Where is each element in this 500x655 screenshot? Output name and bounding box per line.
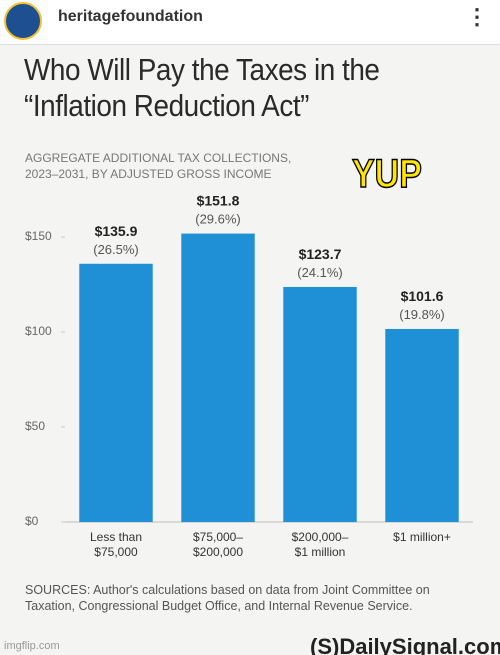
value-label: $135.9 [95,223,138,239]
y-tick-label: $100 [25,324,52,338]
x-tick-label: $200,000– $1 million [291,530,349,559]
publisher: (S)DailySignal.com [310,634,500,655]
share-label: (29.6%) [195,212,241,227]
value-label: $101.6 [401,288,444,304]
share-label: (26.5%) [93,242,139,257]
x-tick-label: $1 million+ [393,530,451,544]
y-tick-label: $150 [25,229,52,243]
share-label: (19.8%) [399,307,445,322]
x-tick-label: Less than $75,000 [89,530,143,559]
bar [79,263,153,522]
watermark: imgflip.com [4,640,60,652]
bar [181,233,255,522]
bar [385,328,459,522]
menu-button[interactable]: ⋮ [466,4,488,29]
sources: SOURCES: Author's calculations based on … [25,583,430,613]
x-tick-label: $75,000– $200,000 [192,530,244,559]
bar [283,286,357,522]
chart-subtitle: AGGREGATE ADDITIONAL TAX COLLECTIONS, 20… [25,151,292,181]
share-label: (24.1%) [297,265,343,280]
value-label: $123.7 [299,246,342,262]
annotation: YUP [351,151,422,197]
value-label: $151.8 [197,193,240,209]
y-tick-label: $0 [25,514,39,528]
post-header: heritagefoundation ⋮ [0,0,500,45]
y-tick-label: $50 [25,419,45,433]
chart-title: Who Will Pay the Taxes in the “Inflation… [24,52,380,123]
avatar[interactable] [4,2,42,40]
account-name[interactable]: heritagefoundation [58,8,203,25]
